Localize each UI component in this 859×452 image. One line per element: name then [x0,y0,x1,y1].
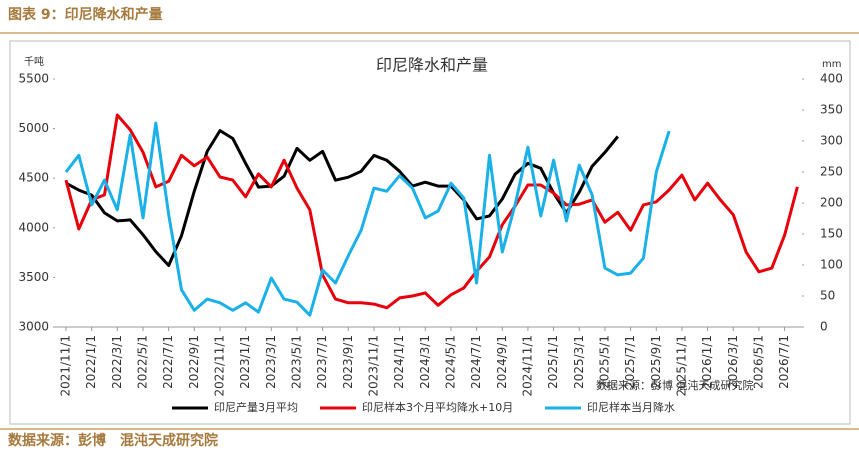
x-tick-label: 2023/9/1 [341,335,355,389]
y2-tick-label: 0 [820,320,828,334]
series-line [64,113,799,310]
y-tick-label: 4500 [18,171,49,185]
y2-tick-label: 250 [820,165,843,179]
x-tick-label: 2022/1/1 [84,335,98,389]
legend-label: 印尼样本3个月平均降水+10月 [362,400,513,414]
x-tick-label: 2023/3/1 [264,335,278,389]
x-tick-label: 2022/11/1 [212,335,226,397]
x-tick-label: 2023/7/1 [315,335,329,389]
y2-axis-label: mm [822,59,841,70]
x-tick-label: 2023/1/1 [238,335,252,389]
x-tick-label: 2022/9/1 [187,335,201,389]
y2-tick-label: 50 [820,289,835,303]
x-tick-label: 2021/11/1 [59,335,73,397]
x-tick-label: 2022/5/1 [135,335,149,389]
x-tick-label: 2024/9/1 [495,335,509,389]
x-tick-label: 2024/3/1 [418,335,432,389]
x-tick-label: 2023/11/1 [366,335,380,397]
footer-source: 数据来源：彭博 混沌天成研究院 [8,432,218,449]
x-tick-label: 2026/5/1 [751,335,765,389]
y2-tick-label: 200 [820,196,843,210]
x-tick-label: 2025/1/1 [546,335,560,389]
y-tick-label: 3000 [18,320,49,334]
x-tick-label: 2023/5/1 [289,335,303,389]
y-tick-label: 4000 [18,220,49,234]
x-tick-label: 2025/7/1 [623,335,637,389]
x-tick-label: 2024/7/1 [469,335,483,389]
x-tick-label: 2024/1/1 [392,335,406,389]
legend-label: 印尼样本当月降水 [587,400,675,414]
x-tick-label: 2022/7/1 [161,335,175,389]
x-tick-label: 2026/1/1 [700,335,714,389]
x-tick-label: 2025/5/1 [597,335,611,389]
y2-tick-label: 350 [820,103,843,117]
x-tick-label: 2025/9/1 [649,335,663,389]
y-tick-label: 3500 [18,270,49,284]
x-tick-label: 2024/11/1 [520,335,534,397]
series-line [65,129,619,267]
chart-frame [9,40,851,425]
y2-tick-label: 300 [820,134,843,148]
x-tick-label: 2024/5/1 [443,335,457,389]
x-tick-label: 2026/7/1 [777,335,791,389]
x-tick-label: 2022/3/1 [110,335,124,389]
y2-tick-label: 100 [820,258,843,272]
series-line [64,121,671,317]
x-tick-label: 2026/3/1 [726,335,740,389]
header-title: 图表 9：印尼降水和产量 [8,6,163,23]
y-tick-label: 5500 [18,72,49,86]
annotation: 数据来源：彭博 混沌天成研究院 [596,378,754,392]
x-tick-label: 2025/3/1 [572,335,586,389]
y2-tick-label: 150 [820,227,843,241]
legend-label: 印尼产量3月平均 [214,400,298,414]
chart-title: 印尼降水和产量 [376,56,488,75]
x-tick-label: 2025/11/1 [674,335,688,397]
y-tick-label: 5000 [18,121,49,135]
y2-tick-label: 400 [820,72,843,86]
y-axis-label: 千吨 [24,55,44,68]
